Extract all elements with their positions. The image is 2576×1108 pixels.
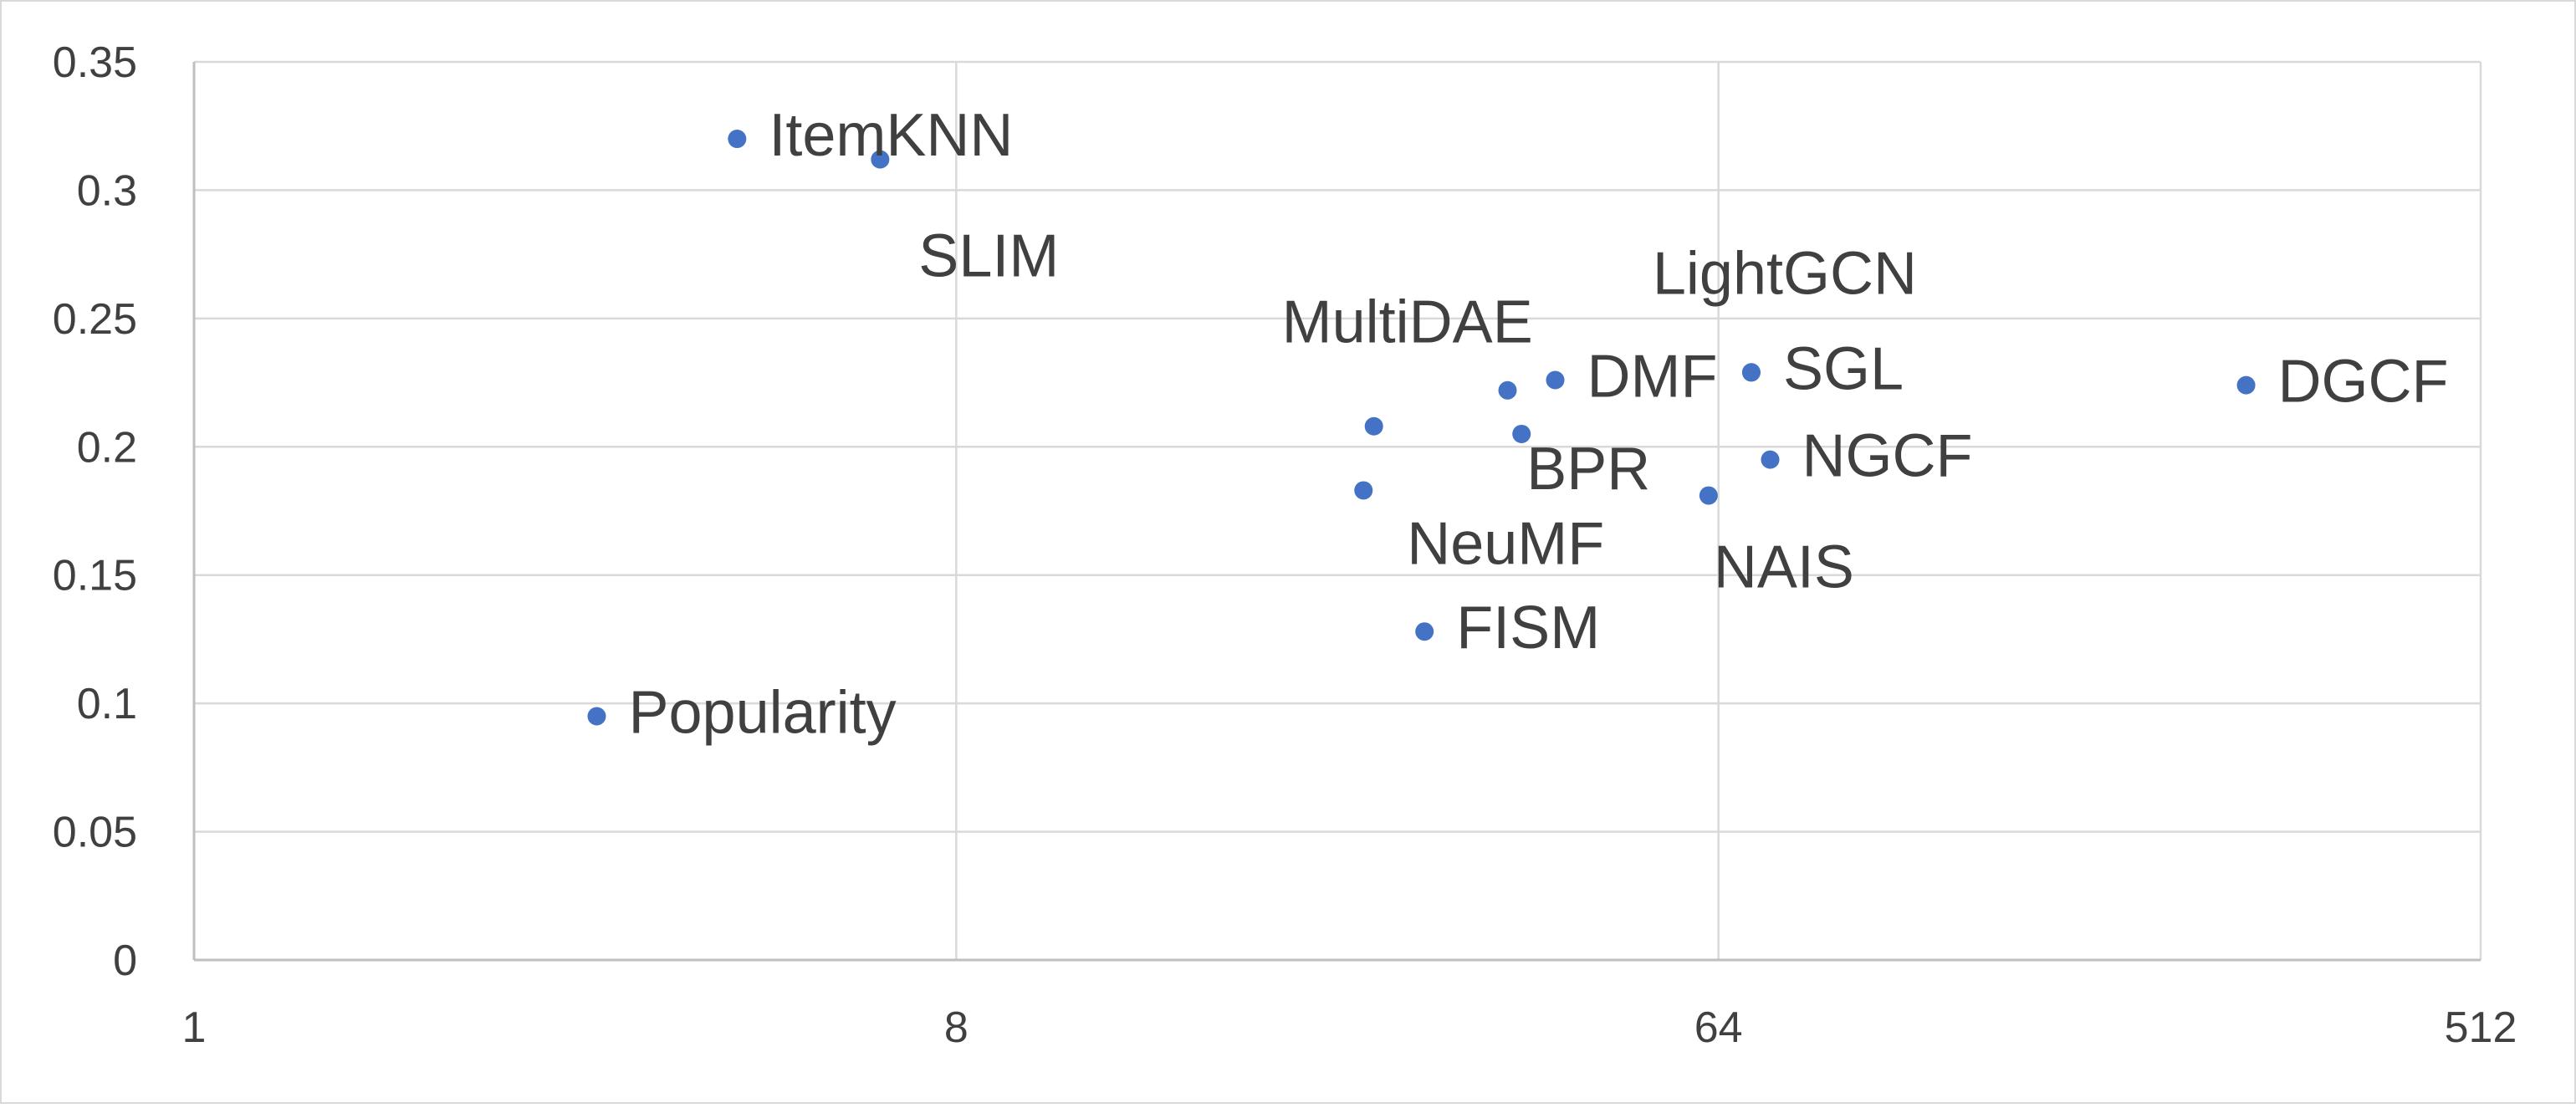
y-tick-label: 0.3 <box>77 166 137 215</box>
point-label: DGCF <box>2278 349 2449 416</box>
point-label: LightGCN <box>1653 240 1917 307</box>
point-label: NeuMF <box>1407 510 1604 577</box>
data-point <box>1699 486 1718 505</box>
y-tick-label: 0.1 <box>77 680 137 728</box>
y-tick-label: 0.25 <box>53 295 137 344</box>
data-point <box>1498 380 1517 400</box>
data-point <box>728 130 747 149</box>
point-label: ItemKNN <box>769 102 1013 169</box>
x-tick-label: 1 <box>182 1003 207 1052</box>
label-layer: ItemKNN SLIM Popularity MultiDAE NeuMF FISM DM… <box>628 102 2448 746</box>
x-tick-label: 64 <box>1694 1003 1743 1052</box>
y-tick-label: 0 <box>113 937 137 985</box>
y-tick-label: 0.15 <box>53 552 137 600</box>
point-label: Popularity <box>628 679 896 746</box>
x-tick-label: 512 <box>2445 1003 2517 1052</box>
data-point <box>1761 450 1780 469</box>
point-label: BPR <box>1526 436 1650 503</box>
data-point <box>1741 363 1761 382</box>
point-label: DMF <box>1587 344 1718 411</box>
data-point <box>1546 370 1565 390</box>
y-tick-label: 0.2 <box>77 423 137 472</box>
data-point <box>2236 375 2256 395</box>
grid-layer <box>194 60 2482 960</box>
data-point <box>1364 416 1383 436</box>
point-label: SGL <box>1783 335 1904 402</box>
data-point <box>871 150 890 169</box>
point-label: MultiDAE <box>1282 289 1533 356</box>
x-tick-label: 8 <box>944 1003 969 1052</box>
y-tick-label: 0.05 <box>53 809 137 857</box>
point-label: SLIM <box>918 223 1059 290</box>
data-point <box>1415 622 1434 641</box>
point-label: FISM <box>1456 595 1600 661</box>
point-label: NAIS <box>1714 534 1854 601</box>
y-tick-label: 0.35 <box>53 38 137 87</box>
data-point <box>1354 481 1373 500</box>
point-label: NGCF <box>1802 423 1973 490</box>
data-point <box>1512 424 1531 443</box>
axis-layer: 0 0.05 0.1 0.15 0.2 0.25 0.3 0.35 1 8 64 512 <box>53 38 2517 1052</box>
data-point <box>587 707 606 726</box>
point-layer <box>587 130 2256 726</box>
